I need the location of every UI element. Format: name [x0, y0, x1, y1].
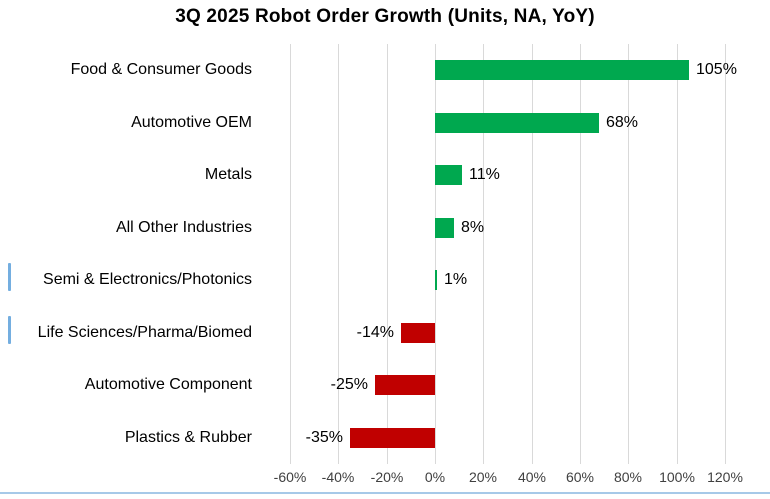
bar-positive [435, 270, 437, 290]
gridline [290, 44, 291, 464]
value-label: -14% [356, 324, 394, 341]
bar-positive [435, 165, 462, 185]
gridline [338, 44, 339, 464]
bar-negative [401, 323, 435, 343]
value-label: 1% [444, 271, 468, 288]
value-label: -25% [330, 376, 368, 393]
bottom-accent-line [0, 492, 770, 494]
category-label: Food & Consumer Goods [70, 61, 252, 78]
gridline [580, 44, 581, 464]
bar-positive [435, 218, 454, 238]
value-label: 11% [469, 166, 500, 183]
x-tick-label: 120% [707, 469, 743, 485]
gridline [387, 44, 388, 464]
left-edge-marker [8, 263, 11, 291]
x-tick-label: -60% [273, 469, 307, 485]
bar-positive [435, 113, 599, 133]
category-label: Semi & Electronics/Photonics [43, 271, 252, 288]
gridline [532, 44, 533, 464]
category-label: Automotive Component [84, 376, 252, 393]
x-tick-label: 20% [468, 469, 498, 485]
category-label: Metals [204, 166, 252, 183]
value-label: 68% [606, 114, 639, 131]
x-tick-label: 40% [517, 469, 547, 485]
chart-title: 3Q 2025 Robot Order Growth (Units, NA, Y… [175, 6, 595, 27]
category-label: Life Sciences/Pharma/Biomed [37, 324, 252, 341]
x-tick-label: 100% [659, 469, 695, 485]
gridline [677, 44, 678, 464]
category-label: Plastics & Rubber [124, 429, 252, 446]
x-tick-label: -20% [370, 469, 404, 485]
value-label: -35% [305, 429, 343, 446]
gridline [435, 44, 436, 464]
left-edge-marker [8, 316, 11, 344]
x-tick-label: 60% [565, 469, 595, 485]
bar-negative [375, 375, 435, 395]
gridline [725, 44, 726, 464]
category-label: Automotive OEM [131, 114, 252, 131]
bar-negative [350, 428, 435, 448]
x-tick-label: 80% [613, 469, 643, 485]
value-label: 105% [696, 61, 737, 78]
category-label: All Other Industries [115, 219, 252, 236]
bar-positive [435, 60, 689, 80]
x-tick-label: 0% [424, 469, 446, 485]
gridline [628, 44, 629, 464]
value-label: 8% [461, 219, 485, 236]
gridline [483, 44, 484, 464]
x-tick-label: -40% [321, 469, 355, 485]
